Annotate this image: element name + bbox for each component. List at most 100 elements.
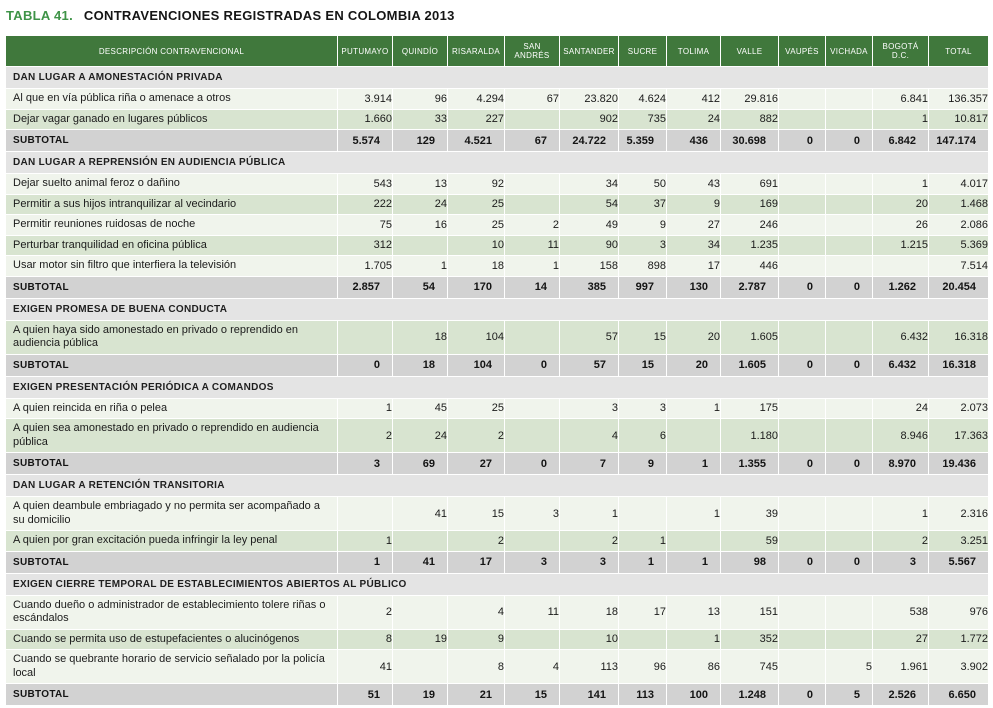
section-header: DAN LUGAR A REPRENSIÓN EN AUDIENCIA PÚBL…	[5, 151, 989, 174]
subtotal-cell: 385	[559, 275, 619, 299]
value-cell: 24	[392, 418, 448, 453]
value-cell	[666, 418, 721, 453]
value-cell	[825, 397, 873, 419]
value-cell: 11	[504, 234, 560, 256]
column-header: BOGOTÁ D.C.	[872, 35, 929, 67]
value-cell	[778, 594, 826, 630]
value-cell: 6	[618, 418, 667, 453]
subtotal-cell: 5.567	[928, 550, 989, 574]
table-body: DAN LUGAR A AMONESTACIÓN PRIVADA Al que e…	[5, 66, 989, 706]
column-header: TOLIMA	[666, 35, 721, 67]
value-cell: 1.772	[928, 628, 989, 650]
value-cell	[618, 628, 667, 650]
value-cell	[504, 418, 560, 453]
subtotal-cell: 147.174	[928, 129, 989, 152]
value-cell: 104	[447, 319, 505, 355]
subtotal-cell: 24.722	[559, 129, 619, 152]
subtotal-cell: 57	[559, 353, 619, 377]
value-cell: 4.017	[928, 173, 989, 195]
subtotal-cell: 0	[825, 275, 873, 299]
value-cell: 19	[392, 628, 448, 650]
subtotal-cell: 3	[504, 550, 560, 574]
data-row: Cuando se permita uso de estupefacientes…	[5, 628, 989, 650]
row-label: A quien reincida en riña o pelea	[5, 397, 338, 419]
table-head: DESCRIPCIÓN CONTRAVENCIONAL PUTUMAYO QUIND…	[5, 35, 989, 67]
subtotal-cell: 16.318	[928, 353, 989, 377]
subtotal-cell: 17	[447, 550, 505, 574]
row-label: Cuando se permita uso de estupefacientes…	[5, 628, 338, 650]
value-cell: 3.914	[337, 88, 393, 110]
column-header: SAN ANDRÉS	[504, 35, 560, 67]
value-cell	[778, 88, 826, 110]
subtotal-cell: 130	[666, 275, 721, 299]
column-header: VICHADA	[825, 35, 873, 67]
subtotal-label: SUBTOTAL	[5, 129, 338, 152]
data-row: Usar motor sin filtro que interfiera la …	[5, 255, 989, 277]
value-cell: 2.316	[928, 496, 989, 531]
value-cell: 412	[666, 88, 721, 110]
value-cell: 3	[618, 397, 667, 419]
value-cell: 3.251	[928, 530, 989, 552]
value-cell	[504, 628, 560, 650]
value-cell: 10	[447, 234, 505, 256]
row-label: A quien por gran excitación pueda infrin…	[5, 530, 338, 552]
value-cell: 1	[337, 530, 393, 552]
row-label: A quien sea amonestado en privado o repr…	[5, 418, 338, 453]
value-cell: 691	[720, 173, 779, 195]
subtotal-cell: 41	[392, 550, 448, 574]
value-cell: 16.318	[928, 319, 989, 355]
section-header: EXIGEN PROMESA DE BUENA CONDUCTA	[5, 297, 989, 321]
value-cell: 543	[337, 173, 393, 195]
value-cell: 96	[618, 649, 667, 684]
value-cell: 24	[872, 397, 929, 419]
value-cell: 902	[559, 108, 619, 130]
subtotal-cell: 69	[392, 452, 448, 475]
value-cell: 54	[559, 193, 619, 215]
value-cell: 1	[559, 496, 619, 531]
value-cell: 2	[447, 530, 505, 552]
value-cell	[825, 530, 873, 552]
value-cell	[504, 193, 560, 215]
value-cell: 1	[666, 628, 721, 650]
value-cell: 18	[392, 319, 448, 355]
subtotal-cell: 0	[825, 353, 873, 377]
row-label: Usar motor sin filtro que interfiera la …	[5, 255, 338, 277]
subtotal-cell: 14	[504, 275, 560, 299]
value-cell	[825, 214, 873, 236]
value-cell: 75	[337, 214, 393, 236]
section-header-row: DAN LUGAR A REPRENSIÓN EN AUDIENCIA PÚBL…	[5, 151, 989, 174]
value-cell: 2	[337, 594, 393, 630]
section-header: EXIGEN CIERRE TEMPORAL DE ESTABLECIMIENT…	[5, 572, 989, 596]
data-row: Dejar suelto animal feroz o dañino 543 13 9…	[5, 173, 989, 195]
value-cell: 13	[666, 594, 721, 630]
value-cell	[504, 397, 560, 419]
subtotal-row: SUBTOTAL 5.574 129 4.521 67 24.722 5.359 436 30.…	[5, 129, 989, 152]
data-row: Perturbar tranquilidad en oficina públic…	[5, 234, 989, 256]
value-cell: 25	[447, 214, 505, 236]
row-label: A quien haya sido amonestado en privado …	[5, 319, 338, 355]
value-cell: 92	[447, 173, 505, 195]
value-cell: 1	[337, 397, 393, 419]
subtotal-cell: 0	[504, 452, 560, 475]
value-cell	[825, 88, 873, 110]
data-row: Permitir a sus hijos intranquilizar al v…	[5, 193, 989, 215]
subtotal-cell: 1	[666, 550, 721, 574]
subtotal-cell: 4.521	[447, 129, 505, 152]
subtotal-cell: 0	[778, 452, 826, 475]
value-cell: 7.514	[928, 255, 989, 277]
data-row: A quien deambule embriagado y no permita…	[5, 496, 989, 531]
data-row: A quien sea amonestado en privado o repr…	[5, 418, 989, 453]
value-cell: 24	[666, 108, 721, 130]
subtotal-cell: 1.355	[720, 452, 779, 475]
value-cell: 745	[720, 649, 779, 684]
value-cell	[778, 193, 826, 215]
value-cell: 175	[720, 397, 779, 419]
value-cell: 3	[504, 496, 560, 531]
value-cell: 5	[825, 649, 873, 684]
value-cell: 2	[872, 530, 929, 552]
subtotal-cell: 20.454	[928, 275, 989, 299]
value-cell	[778, 649, 826, 684]
value-cell: 3	[559, 397, 619, 419]
value-cell	[825, 496, 873, 531]
value-cell: 312	[337, 234, 393, 256]
